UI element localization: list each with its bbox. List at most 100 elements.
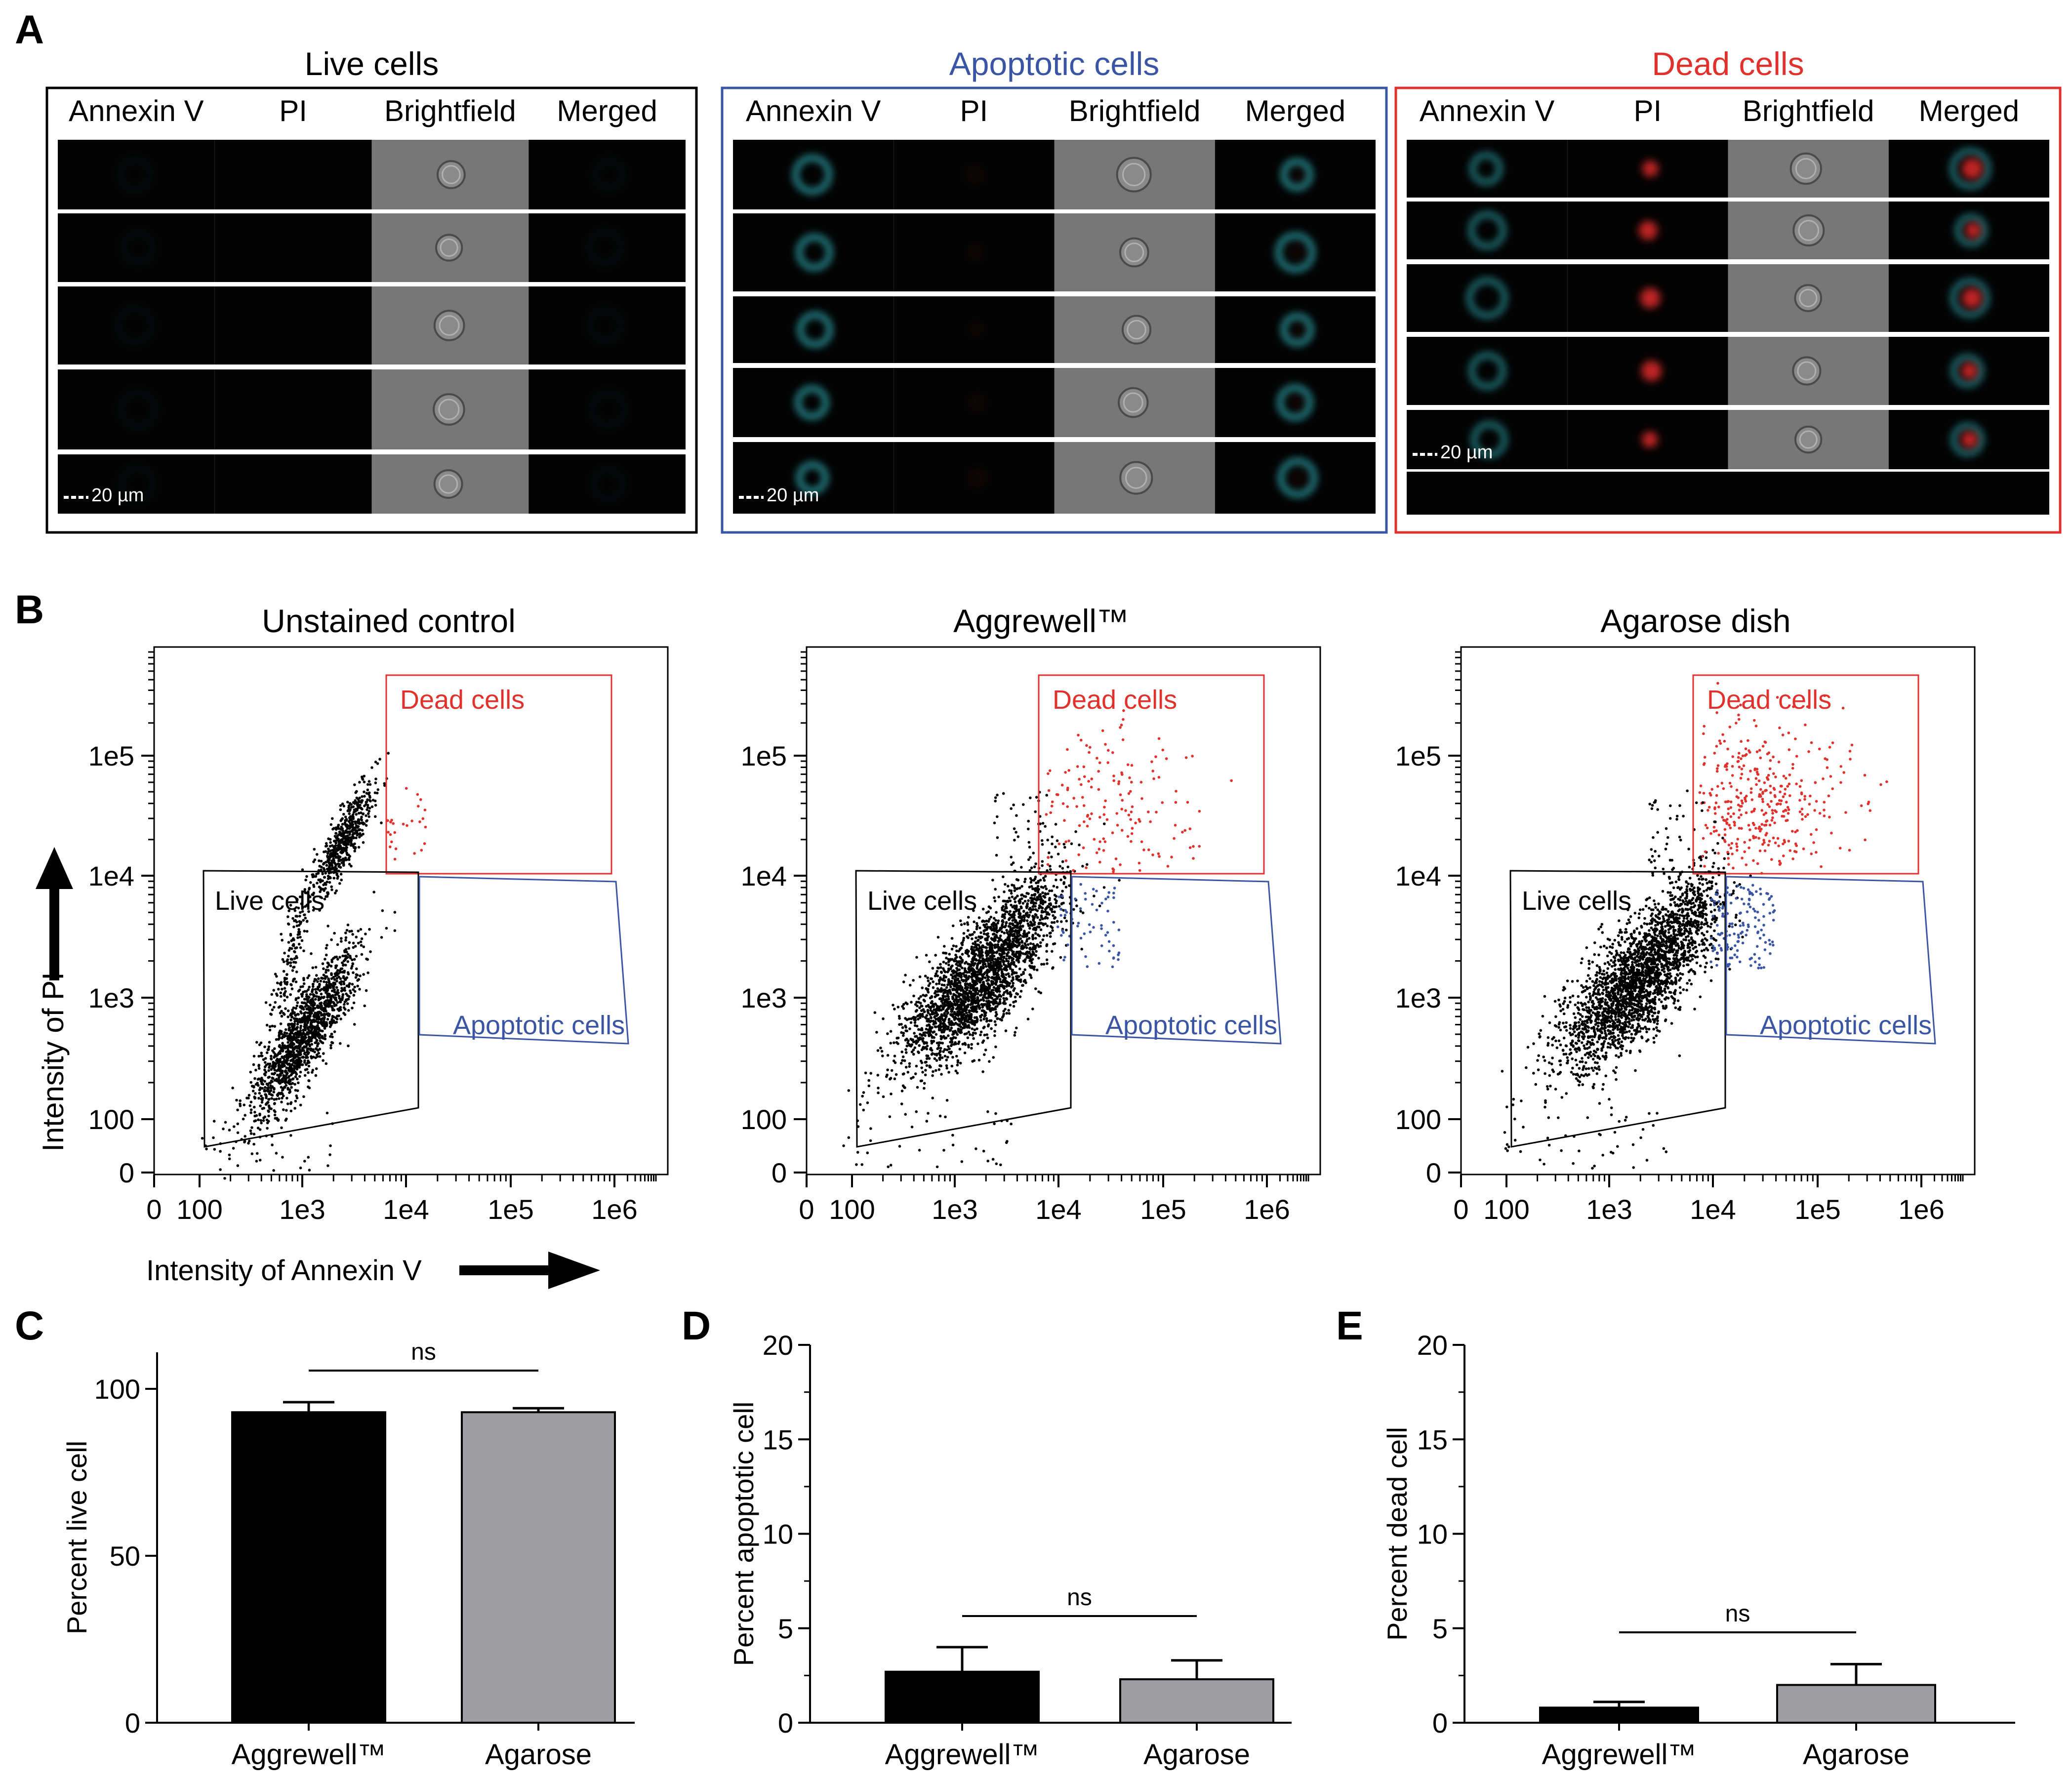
scatter-point [892,1004,894,1007]
scatter-point [339,1006,342,1009]
scatter-point [1030,866,1033,869]
scatter-point [293,1083,296,1086]
scatter-point [352,994,356,997]
scatter-point [1008,974,1011,978]
scatter-point [961,1015,964,1018]
scatter-point [249,1070,252,1074]
scatter-point [281,1042,284,1045]
scatter-point [1048,931,1052,935]
scatter-point [348,827,351,830]
scatter-point [372,890,375,893]
scatter-point [335,979,338,983]
scatter-point [918,1044,921,1047]
scatter-point [270,1134,274,1138]
scatter-point [993,944,996,947]
scatter-point [983,1015,986,1018]
panel-letter-c: C [15,1303,44,1348]
scatter-point [285,995,289,999]
scatter-point [349,841,352,844]
scatter-point [939,1035,942,1038]
scatter-point [322,862,325,866]
scatter-point [355,935,358,939]
scatter-point [340,940,343,943]
annexin-signal [1278,458,1317,497]
scatter-point [267,1114,270,1118]
scatter-point [950,982,954,985]
scatter-point [296,1001,299,1004]
scatter-point [335,873,338,876]
scatter-point [987,920,990,923]
scatter-point [910,1001,913,1004]
scatter-point [330,973,333,976]
scatter-point [260,1101,264,1104]
scatter-point [358,796,361,800]
scatter-point [367,792,370,796]
scatter-point [294,947,297,950]
scatter-point [291,1009,294,1012]
scatter-point [257,1054,260,1058]
scatter-point [324,1013,326,1016]
scatter-point [926,1019,929,1022]
scatter-point [300,939,304,942]
scatter-point [282,1108,285,1111]
scatter-point [333,835,337,838]
scatter-point [303,1046,306,1049]
y-tick-label: 0 [119,1157,134,1188]
scatter-point [904,1048,907,1051]
scatter-point [337,859,340,862]
scatter-point [312,1033,315,1036]
scatter-point [257,1064,260,1067]
scatter-point [310,1048,313,1051]
scatter-point [368,783,372,786]
scatter-point [334,863,337,866]
scatter-point [315,1039,318,1042]
scatter-point [966,951,969,954]
panel-letter-a: A [15,7,44,52]
scatter-point [348,833,351,836]
scatter-point [302,919,305,922]
scatter-point [266,1048,270,1052]
scatter-point [311,1069,315,1072]
scatter-point [989,996,992,999]
scatter-point [335,850,338,852]
scatter-point [893,1054,896,1057]
scatter-point [900,1090,904,1093]
scatter-point [247,1093,251,1097]
scatter-point [936,987,939,990]
brightfield-cell-inner [1123,392,1143,413]
scatter-point [373,791,377,794]
scatter-point [967,1030,971,1034]
scatter-point [867,1079,870,1082]
scatter-point [320,988,323,991]
scatter-point [344,841,347,844]
scatter-point [339,1008,342,1012]
scatter-point [970,1043,973,1046]
y-tick-label: 1e3 [741,982,787,1013]
scatter-point [301,1049,304,1052]
scatter-point [1086,863,1089,866]
pi-signal [1642,161,1659,177]
scatter-point [248,1104,252,1107]
scatter-point [917,1051,920,1054]
scatter-point [289,993,292,996]
scatter-point [950,947,954,951]
scatter-point [318,859,321,862]
scatter-point [294,1007,297,1010]
scatter-point [300,993,303,996]
scatter-point [1038,926,1041,929]
scatter-point [1028,959,1031,962]
scatter-point [289,1050,292,1053]
scatter-point [954,1069,958,1073]
scatter-point [993,976,996,979]
scatter-point [1002,979,1005,982]
panel-letter-d: D [682,1303,711,1348]
x-tick-label: 100 [829,1194,875,1225]
scatter-point [352,828,355,831]
scatter-point [242,1117,245,1121]
scatter-point [990,1027,993,1030]
scatter-point [1022,971,1025,974]
brightfield-cell [1116,157,1152,193]
scatter-point [958,1023,961,1026]
scatter-point [983,1025,986,1029]
scatter-point [366,788,369,792]
